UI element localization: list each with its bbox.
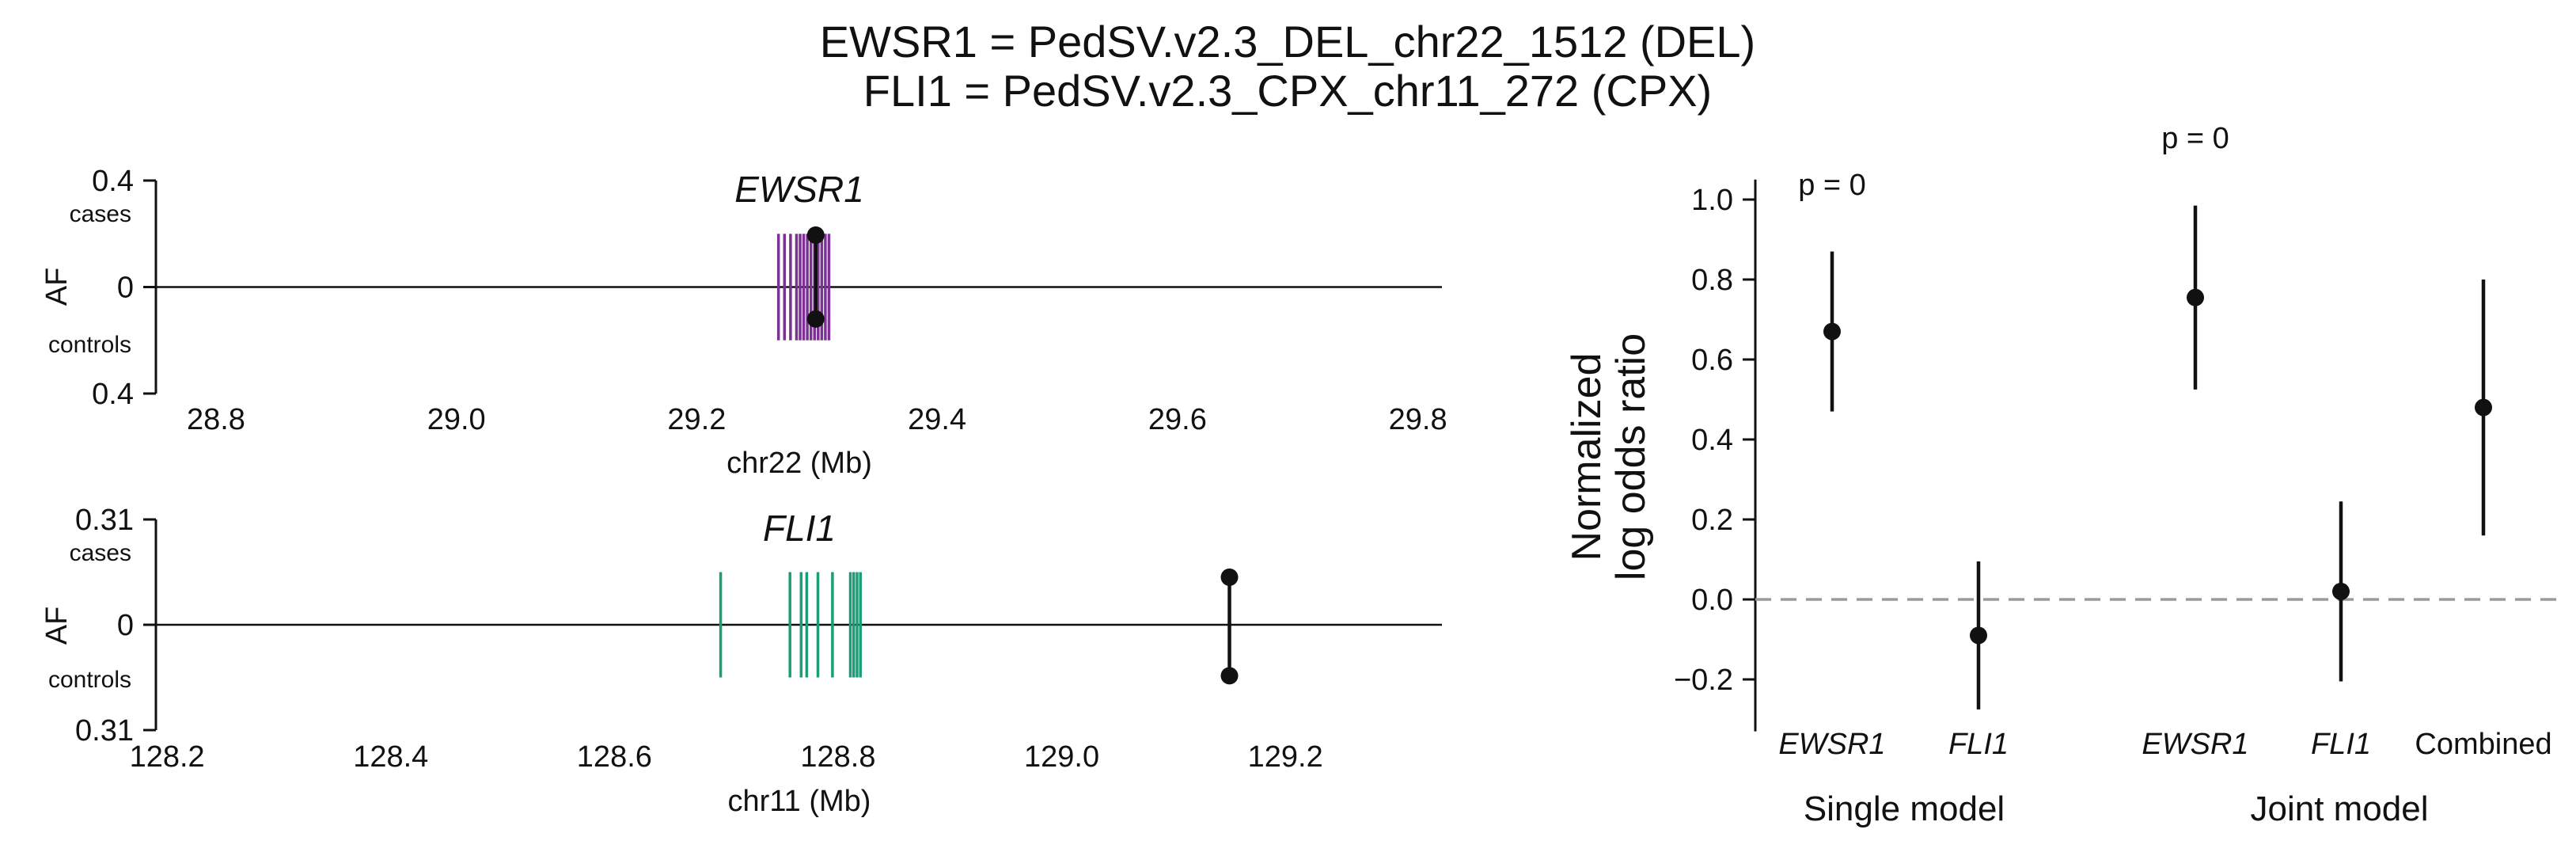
or-estimate-point: [2187, 288, 2204, 306]
or-y-tick-label: 0.4: [1691, 424, 1733, 457]
or-y-tick-label: 0.6: [1691, 344, 1733, 377]
or-y-tick-label: 0.0: [1691, 584, 1733, 617]
or-category-label: FLI1: [1948, 728, 2009, 761]
ewsr1-x-tick-label: 29.2: [667, 403, 726, 436]
ewsr1-x-tick-label: 29.0: [427, 403, 486, 436]
fli1-x-tick-label: 128.6: [577, 740, 652, 774]
or-y-tick-label: 0.2: [1691, 504, 1733, 537]
or-category-label: EWSR1: [1778, 728, 1885, 761]
or-pvalue-label: p = 0: [1798, 169, 1866, 202]
or-group-label: Joint model: [2250, 789, 2428, 828]
ewsr1-x-tick-label: 28.8: [187, 403, 245, 436]
fli1-x-tick-label: 128.8: [800, 740, 875, 774]
fli1-cases-af-point: [1220, 568, 1239, 586]
fli1-controls-label: controls: [48, 667, 131, 693]
or-category-label: Combined: [2415, 728, 2551, 761]
fli1-controls-af-point: [1220, 667, 1239, 685]
ewsr1-y-axis-label: AF: [40, 268, 74, 306]
fli1-y-tick-label: 0.31: [75, 714, 134, 748]
fli1-panel-title: FLI1: [763, 508, 836, 549]
or-pvalue-label: p = 0: [2161, 122, 2229, 155]
or-estimate-point: [2332, 582, 2350, 600]
odds-ratio-panel: Normalized log odds ratio 1.0 0.8 0.6 0.4 0.…: [1564, 122, 2560, 828]
or-category-label: EWSR1: [2142, 728, 2248, 761]
figure-title-line2: FLI1 = PedSV.v2.3_CPX_chr11_272 (CPX): [863, 66, 1712, 116]
ewsr1-controls-af-point: [806, 310, 825, 328]
ewsr1-y-tick-label: 0: [117, 272, 134, 305]
or-y-axis-label-line2: log odds ratio: [1608, 333, 1654, 580]
or-y-tick-label: −0.2: [1674, 664, 1733, 697]
ewsr1-locus-panel: EWSR1 AF cases controls chr22 (Mb) 0.4 0 0…: [40, 165, 1447, 480]
ewsr1-y-tick-label: 0.4: [92, 378, 134, 411]
or-y-tick-label: 0.8: [1691, 264, 1733, 297]
fli1-x-tick-label: 129.0: [1024, 740, 1099, 774]
ewsr1-x-axis-label: chr22 (Mb): [727, 447, 872, 480]
or-estimate-point: [1970, 626, 1987, 645]
ewsr1-x-tick-label: 29.8: [1389, 403, 1447, 436]
or-estimate-point: [1823, 322, 1841, 340]
figure-title-line1: EWSR1 = PedSV.v2.3_DEL_chr22_1512 (DEL): [820, 17, 1755, 67]
fli1-cases-label: cases: [70, 540, 131, 566]
fli1-locus-panel: FLI1 AF cases controls chr11 (Mb) 0.31 0 0…: [40, 504, 1442, 818]
fli1-x-tick-label: 129.2: [1248, 740, 1323, 774]
ewsr1-y-tick-label: 0.4: [92, 165, 134, 198]
or-estimate-point: [2475, 398, 2492, 417]
fli1-y-tick-label: 0.31: [75, 504, 134, 537]
ewsr1-x-tick-label: 29.6: [1148, 403, 1207, 436]
or-y-axis-label-line1: Normalized: [1564, 353, 1610, 561]
or-y-tick-label: 1.0: [1691, 184, 1733, 217]
or-group-label: Single model: [1804, 789, 2005, 828]
fli1-x-tick-label: 128.2: [130, 740, 205, 774]
ewsr1-cases-label: cases: [70, 201, 131, 227]
fli1-y-axis-label: AF: [40, 607, 74, 645]
fli1-x-axis-label: chr11 (Mb): [728, 785, 871, 818]
ewsr1-panel-title: EWSR1: [734, 169, 864, 210]
ewsr1-cases-af-point: [806, 226, 825, 244]
fli1-x-tick-label: 128.4: [353, 740, 428, 774]
ewsr1-controls-label: controls: [48, 332, 131, 358]
ewsr1-x-tick-label: 29.4: [908, 403, 966, 436]
or-category-label: FLI1: [2311, 728, 2371, 761]
fli1-y-tick-label: 0: [117, 609, 134, 642]
